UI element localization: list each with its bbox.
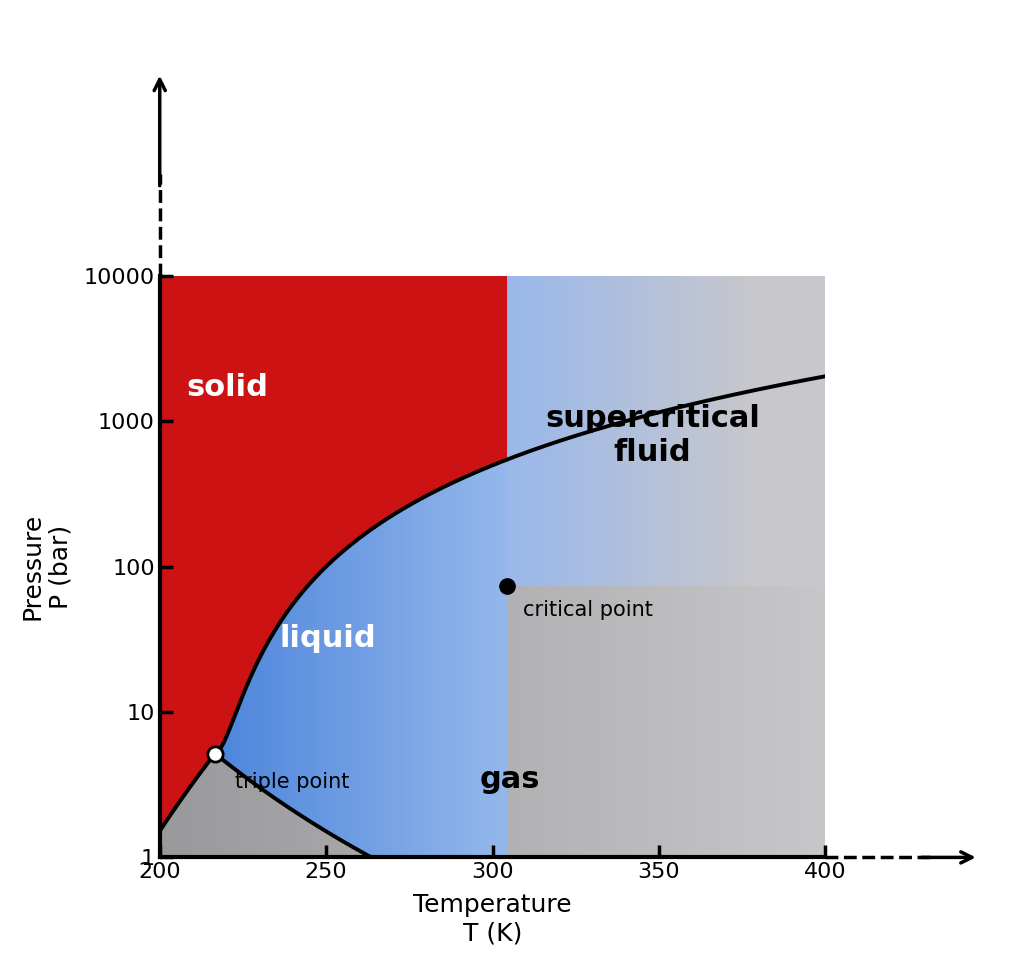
Y-axis label: Pressure
P (bar): Pressure P (bar) bbox=[20, 513, 73, 620]
Text: solid: solid bbox=[186, 373, 268, 402]
X-axis label: Temperature
T (K): Temperature T (K) bbox=[414, 894, 571, 945]
Text: supercritical
fluid: supercritical fluid bbox=[545, 404, 760, 467]
Text: critical point: critical point bbox=[523, 600, 653, 620]
Text: triple point: triple point bbox=[234, 772, 349, 792]
Text: liquid: liquid bbox=[280, 624, 376, 653]
Text: gas: gas bbox=[479, 765, 540, 794]
